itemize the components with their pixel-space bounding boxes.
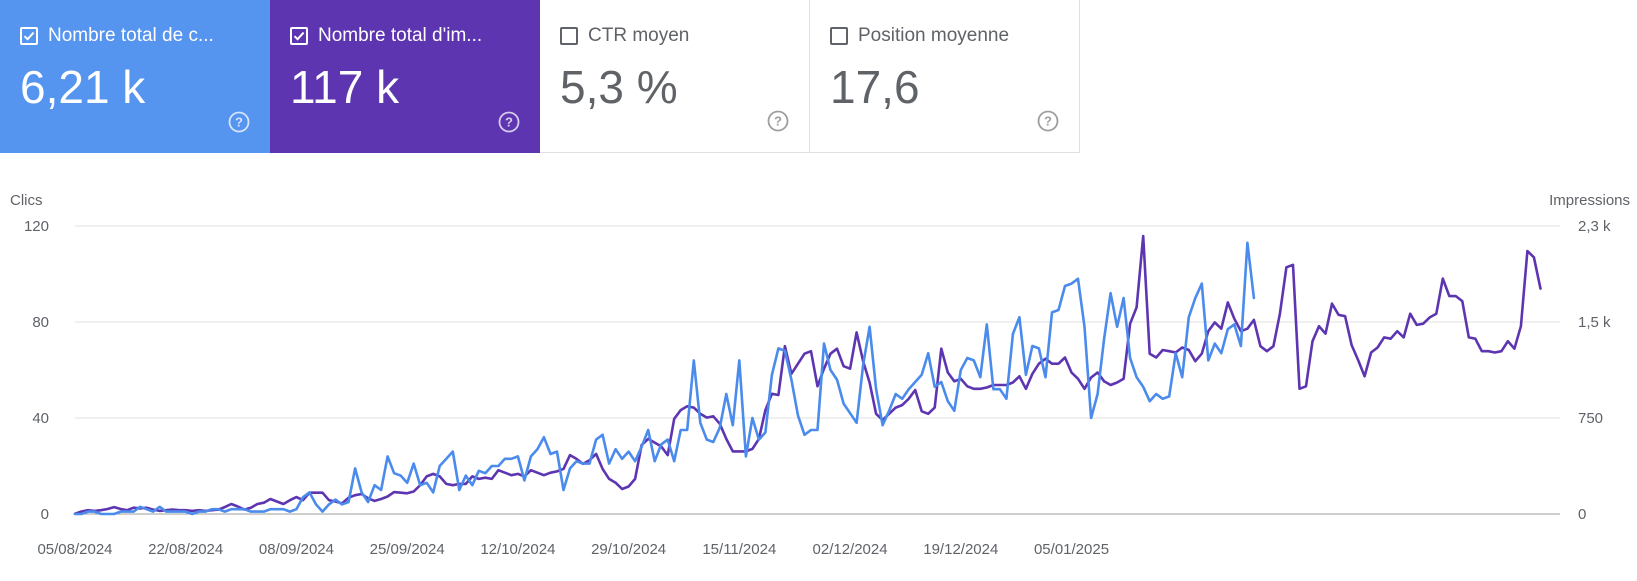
metric-label: Position moyenne [858,25,1010,46]
metric-card-ctr[interactable]: CTR moyen 5,3 % ? [540,0,810,153]
y-tick-label-right: 750 [1578,410,1603,427]
x-tick-label: 29/10/2024 [591,541,666,558]
x-tick-label: 08/09/2024 [259,541,334,558]
metric-label: Nombre total de c... [48,25,214,46]
y-tick-label-left: 0 [41,506,49,523]
y-tick-label-left: 40 [32,410,49,427]
checkbox-checked-icon[interactable] [290,27,308,45]
metric-card-clicks[interactable]: Nombre total de c... 6,21 k ? [0,0,270,153]
checkbox-unchecked-icon[interactable] [560,27,578,45]
metric-value: 6,21 k [20,61,146,113]
svg-text:?: ? [1044,114,1052,129]
metric-card-impressions[interactable]: Nombre total d'im... 117 k ? [270,0,540,153]
x-tick-label: 22/08/2024 [148,541,223,558]
y-tick-label-left: 80 [32,314,49,331]
x-tick-label: 25/09/2024 [370,541,445,558]
metric-value: 17,6 [830,61,920,113]
x-tick-label: 12/10/2024 [480,541,555,558]
series-line-clicks [73,241,1256,516]
x-tick-label: 02/12/2024 [813,541,888,558]
metric-label: Nombre total d'im... [318,25,483,46]
checkbox-checked-icon[interactable] [20,27,38,45]
y-tick-label-right: 2,3 k [1578,218,1611,235]
help-icon[interactable]: ? [1037,110,1059,132]
metric-card-position[interactable]: Position moyenne 17,6 ? [810,0,1080,153]
metric-label: CTR moyen [588,25,690,46]
y-tick-label-left: 120 [24,218,49,235]
help-icon[interactable]: ? [767,110,789,132]
x-tick-label: 19/12/2024 [923,541,998,558]
metric-value: 117 k [290,61,400,113]
help-icon[interactable]: ? [228,111,250,133]
x-tick-label: 05/01/2025 [1034,541,1109,558]
metric-value: 5,3 % [560,61,678,113]
svg-text:?: ? [774,114,782,129]
y-tick-label-right: 0 [1578,506,1586,523]
y-axis-title-right: Impressions [1549,192,1630,209]
checkbox-unchecked-icon[interactable] [830,27,848,45]
svg-text:?: ? [235,115,243,130]
x-tick-label: 05/08/2024 [37,541,112,558]
svg-text:?: ? [505,115,513,130]
series-line-impressions [73,234,1542,516]
x-tick-label: 15/11/2024 [702,541,776,558]
y-axis-title-left: Clics [10,192,43,209]
help-icon[interactable]: ? [498,111,520,133]
performance-chart: Clics Impressions 0 0 40 750 80 1,5 k 120 2,3 k… [10,192,1630,558]
y-tick-label-right: 1,5 k [1578,314,1611,331]
